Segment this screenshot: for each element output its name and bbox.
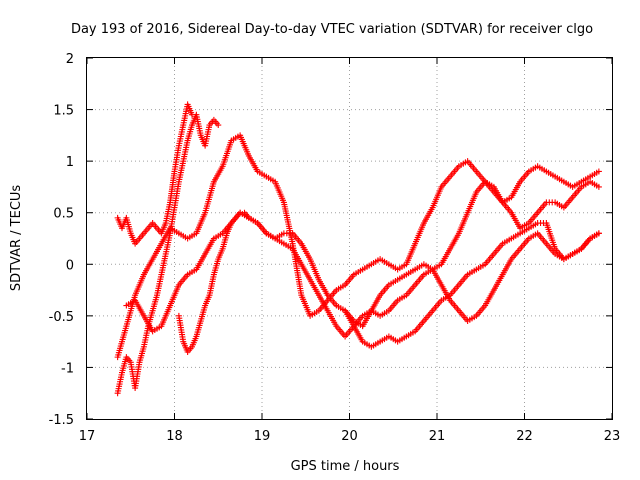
chart-title: Day 193 of 2016, Sidereal Day-to-day VTE… bbox=[71, 22, 593, 37]
data-point bbox=[595, 230, 602, 237]
x-tick-label: 23 bbox=[604, 429, 621, 444]
data-point bbox=[215, 122, 222, 129]
y-tick-label: -0.5 bbox=[49, 310, 74, 325]
y-tick-label: 0 bbox=[66, 258, 74, 273]
data-point bbox=[595, 183, 602, 190]
y-tick-label: -1.5 bbox=[49, 413, 74, 428]
x-tick-label: 20 bbox=[341, 429, 358, 444]
x-tick-label: 17 bbox=[79, 429, 96, 444]
grid-lines bbox=[87, 58, 612, 419]
axis-ticks: 17 18 19 20 21 22 23 -1.5 -1 -0.5 0 0.5 1 1.5 2 bbox=[49, 52, 621, 444]
x-tick-label: 19 bbox=[254, 429, 271, 444]
data-point bbox=[595, 168, 602, 175]
plot-area-frame bbox=[86, 57, 613, 420]
y-axis-label: SDTVAR / TECUs bbox=[9, 185, 24, 292]
x-axis-label: GPS time / hours bbox=[291, 459, 400, 474]
y-tick-label: 0.5 bbox=[53, 207, 74, 222]
x-tick-label: 18 bbox=[166, 429, 183, 444]
series-track-5 bbox=[175, 209, 602, 355]
x-tick-label: 22 bbox=[516, 429, 533, 444]
y-tick-label: 1.5 bbox=[53, 104, 74, 119]
data-points bbox=[114, 101, 602, 397]
y-tick-label: -1 bbox=[61, 361, 74, 376]
data-point bbox=[189, 111, 195, 118]
series-track-2 bbox=[114, 101, 195, 247]
series-track-3 bbox=[114, 132, 602, 361]
y-tick-label: 1 bbox=[66, 155, 74, 170]
y-tick-label: 2 bbox=[66, 52, 74, 67]
x-tick-label: 21 bbox=[429, 429, 446, 444]
series-track-6 bbox=[342, 220, 602, 350]
